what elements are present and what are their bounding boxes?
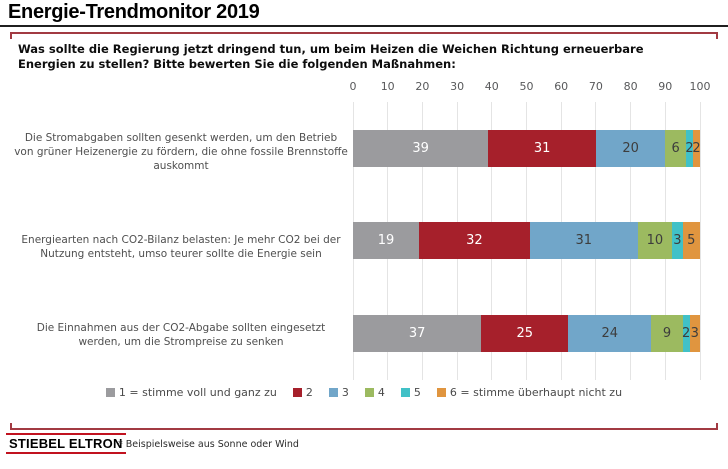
segment-value: 19 bbox=[377, 233, 395, 249]
legend-swatch bbox=[364, 388, 374, 397]
x-axis-tick: 30 bbox=[450, 80, 465, 93]
segment-value: 20 bbox=[622, 140, 639, 156]
legend-swatch bbox=[328, 388, 338, 397]
segment-value: 31 bbox=[575, 233, 592, 249]
legend-label: 6 = stimme überhaupt nicht zu bbox=[449, 386, 623, 399]
legend-item: 1 = stimme voll und ganz zu bbox=[105, 386, 277, 399]
footnote: * Beispielsweise aus Sonne oder Wind bbox=[118, 439, 299, 450]
segment-value: 24 bbox=[601, 326, 619, 342]
legend-item: 5 bbox=[400, 386, 421, 399]
bar-segment: 39 bbox=[353, 129, 489, 167]
stacked-bar: 39 31 20 6 2 2 bbox=[353, 129, 701, 167]
x-axis-tick: 50 bbox=[519, 80, 534, 93]
bar-segment: 37 bbox=[353, 315, 482, 353]
x-axis-tick: 80 bbox=[623, 80, 638, 93]
page-title: Energie-Trendmonitor 2019 bbox=[8, 1, 260, 23]
legend-swatch bbox=[400, 388, 410, 397]
segment-value: 5 bbox=[687, 233, 696, 249]
segment-value: 39 bbox=[412, 140, 429, 156]
segment-value: 2 bbox=[685, 140, 694, 156]
bar-segment: 3 bbox=[689, 315, 700, 353]
content-frame: Was sollte die Regierung jetzt dringend … bbox=[10, 32, 718, 430]
category-label: Energiearten nach CO2-Bilanz belasten: J… bbox=[21, 234, 341, 260]
legend-label: 1 = stimme voll und ganz zu bbox=[118, 386, 277, 399]
x-axis: 0 10 20 30 40 50 60 70 80 90 100 bbox=[349, 80, 711, 96]
legend-label: 5 bbox=[413, 386, 421, 399]
gridline bbox=[699, 102, 701, 380]
bar-segment: 24 bbox=[568, 315, 652, 353]
segment-value: 2 bbox=[681, 326, 691, 342]
stacked-bar: 19 32 31 10 3 5 bbox=[353, 222, 700, 260]
x-axis-tick: 90 bbox=[658, 80, 673, 93]
segment-value: 37 bbox=[408, 326, 426, 342]
bar-segment: 2 bbox=[681, 315, 691, 353]
bar-segment: 9 bbox=[651, 315, 683, 353]
bar-segment: 25 bbox=[481, 315, 569, 353]
bar-segment: 6 bbox=[665, 129, 687, 167]
legend-label: 2 bbox=[305, 386, 313, 399]
x-axis-tick: 100 bbox=[689, 80, 711, 93]
bar-segment: 31 bbox=[529, 222, 638, 260]
bar-segment: 19 bbox=[353, 222, 419, 260]
segment-value: 3 bbox=[690, 326, 699, 342]
bar-segment: 32 bbox=[418, 222, 530, 260]
bar-segment: 31 bbox=[488, 129, 596, 167]
legend-item: 6 = stimme überhaupt nicht zu bbox=[436, 386, 623, 399]
question-text: Was sollte die Regierung jetzt dringend … bbox=[18, 42, 644, 72]
stacked-bar: 37 25 24 9 2 3 bbox=[353, 315, 700, 353]
legend-label: 3 bbox=[341, 386, 349, 399]
bar-segment: 2 bbox=[692, 129, 701, 167]
x-axis-tick: 10 bbox=[380, 80, 395, 93]
plot-area: 39 31 20 6 2 2 19 32 31 10 3 5 37 25 24 9 2 3 bbox=[352, 102, 701, 380]
chart-legend: 1 = stimme voll und ganz zu 2 3 4 5 6 = stimm… bbox=[10, 386, 718, 399]
x-axis-tick: 60 bbox=[554, 80, 569, 93]
segment-value: 32 bbox=[466, 233, 483, 249]
legend-swatch bbox=[436, 388, 446, 397]
category-label: Die Stromabgaben sollten gesenkt werden,… bbox=[14, 132, 348, 172]
x-axis-tick: 0 bbox=[349, 80, 357, 93]
bar-segment: 10 bbox=[637, 222, 673, 260]
bar-segment: 3 bbox=[672, 222, 683, 260]
segment-value: 9 bbox=[662, 326, 672, 342]
segment-value: 31 bbox=[533, 140, 551, 156]
legend-item: 3 bbox=[328, 386, 349, 399]
segment-value: 25 bbox=[516, 326, 534, 342]
bar-segment: 20 bbox=[595, 129, 666, 167]
category-labels: Die Stromabgaben sollten gesenkt werden,… bbox=[14, 102, 348, 380]
x-axis-tick: 20 bbox=[415, 80, 430, 93]
bar-segment: 2 bbox=[685, 129, 694, 167]
legend-swatch bbox=[105, 388, 115, 397]
legend-label: 4 bbox=[377, 386, 385, 399]
x-axis-tick: 40 bbox=[484, 80, 499, 93]
bar-segment: 5 bbox=[682, 222, 700, 260]
category-label: Die Einnahmen aus der CO2-Abgabe sollten… bbox=[36, 322, 326, 348]
segment-value: 10 bbox=[646, 233, 664, 249]
legend-item: 4 bbox=[364, 386, 385, 399]
title-divider bbox=[0, 25, 728, 27]
segment-value: 2 bbox=[692, 140, 701, 156]
segment-value: 6 bbox=[671, 140, 680, 156]
x-axis-tick: 70 bbox=[588, 80, 603, 93]
segment-value: 3 bbox=[673, 233, 682, 249]
legend-item: 2 bbox=[292, 386, 313, 399]
stiebel-eltron-logo: STIEBEL ELTRON bbox=[6, 433, 126, 454]
legend-swatch bbox=[292, 388, 302, 397]
